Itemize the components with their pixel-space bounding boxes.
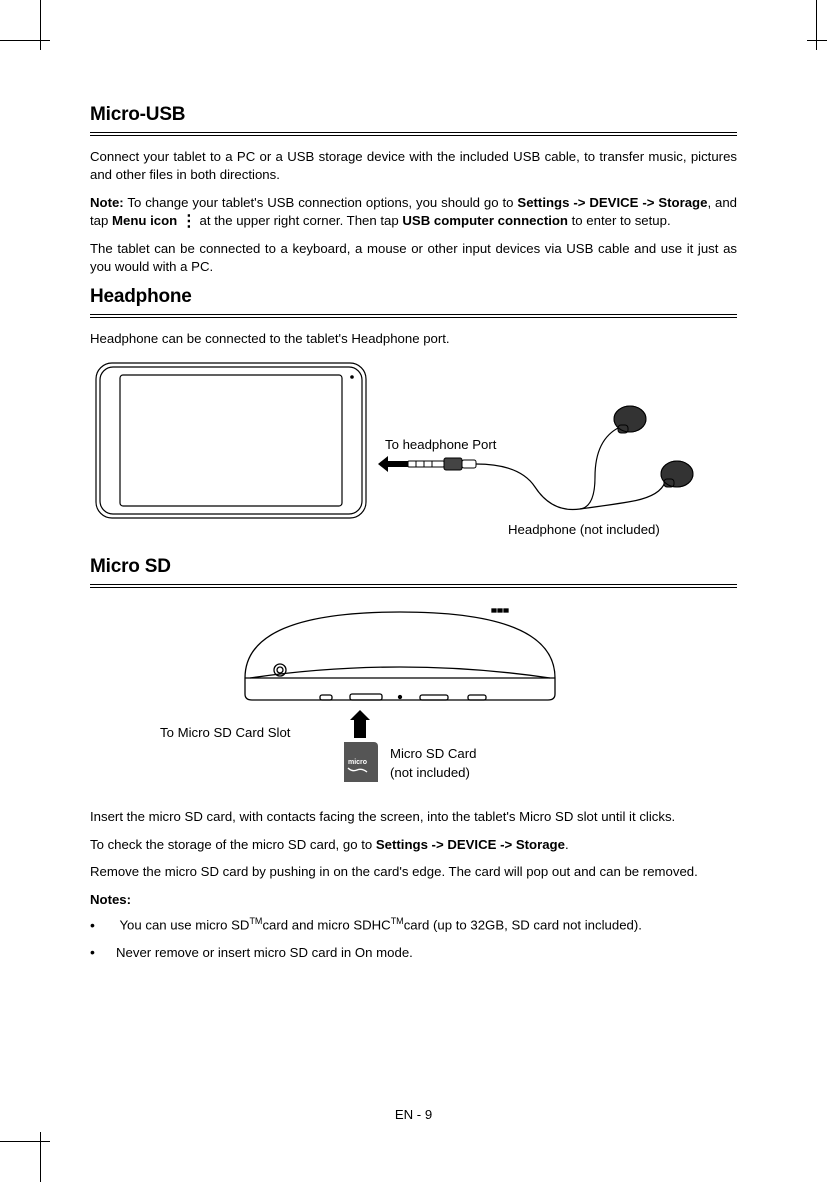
note-item-2: Never remove or insert micro SD card in … — [90, 943, 737, 963]
headphone-not-included-label: Headphone (not included) — [508, 522, 660, 537]
headphone-figure: To headphone Port Headphone (not include… — [90, 357, 737, 542]
text: card (up to 32GB, SD card not included). — [404, 918, 642, 933]
crop-mark — [40, 1132, 41, 1182]
text: card, — [207, 809, 236, 824]
text: at the upper right corner. Then tap — [196, 213, 403, 228]
sd-card-label-1: Micro SD Card — [390, 746, 476, 761]
rule-icon — [90, 135, 737, 136]
crop-mark — [40, 0, 41, 50]
rule-icon — [90, 317, 737, 318]
microsd-p3: Remove the micro SD card by pushing in o… — [90, 863, 737, 881]
sd-slot-label: To Micro SD Card Slot — [160, 725, 290, 740]
section-heading-microsd: Micro SD — [90, 556, 737, 578]
headphone-p1: Headphone can be connected to the tablet… — [90, 330, 737, 348]
note-item-1: You can use micro SDTMcard and micro SDH… — [90, 915, 737, 935]
tm-icon: TM — [391, 916, 404, 926]
text: with contacts facing the screen, into th… — [236, 809, 675, 824]
page-footer: EN - 9 — [90, 1107, 737, 1122]
path-settings: Settings -> DEVICE -> Storage — [517, 195, 707, 210]
section-heading-microusb: Micro-USB — [90, 104, 737, 126]
crop-mark — [816, 0, 817, 50]
sd-card-label-2: (not included) — [390, 765, 470, 780]
menu-icon-label: Menu icon — [112, 213, 177, 228]
notes-list: You can use micro SDTMcard and micro SDH… — [90, 915, 737, 963]
section-heading-headphone: Headphone — [90, 286, 737, 308]
headphone-port-label: To headphone Port — [385, 437, 496, 452]
rule-icon — [90, 314, 737, 315]
crop-mark — [807, 40, 827, 41]
microusb-p2: Note: To change your tablet's USB connec… — [90, 194, 737, 231]
tm-icon: TM — [249, 916, 262, 926]
notes-label: Notes: — [90, 891, 737, 909]
crop-mark — [0, 40, 50, 41]
menu-icon — [181, 218, 196, 227]
rule-icon — [90, 587, 737, 588]
page-content: Micro-USB Connect your tablet to a PC or… — [90, 100, 737, 1122]
text: You can use micro SD — [119, 918, 249, 933]
text: To change your tablet's USB connection o… — [124, 195, 518, 210]
text: . — [565, 837, 569, 852]
crop-mark — [0, 1141, 50, 1142]
usb-connection-label: USB computer connection — [402, 213, 568, 228]
text: Insert the micro SD — [90, 809, 207, 824]
microsd-figure: micro To Micro SD Card Slot Micro SD Car… — [90, 600, 737, 800]
rule-icon — [90, 132, 737, 133]
text: to enter to setup. — [568, 213, 671, 228]
note-label: Note: — [90, 195, 124, 210]
sd-card-label: Micro SD Card (not included) — [390, 745, 476, 782]
microsd-p2: To check the storage of the micro SD car… — [90, 836, 737, 854]
rule-icon — [90, 584, 737, 585]
path-settings: Settings -> DEVICE -> Storage — [376, 837, 565, 852]
text: card and micro SDHC — [262, 918, 390, 933]
microusb-p1: Connect your tablet to a PC or a USB sto… — [90, 148, 737, 185]
svg-text:micro: micro — [348, 759, 367, 766]
microsd-p1: Insert the micro SD card, with contacts … — [90, 808, 737, 826]
text: To check the storage of the micro SD car… — [90, 837, 376, 852]
microusb-p3: The tablet can be connected to a keyboar… — [90, 240, 737, 277]
